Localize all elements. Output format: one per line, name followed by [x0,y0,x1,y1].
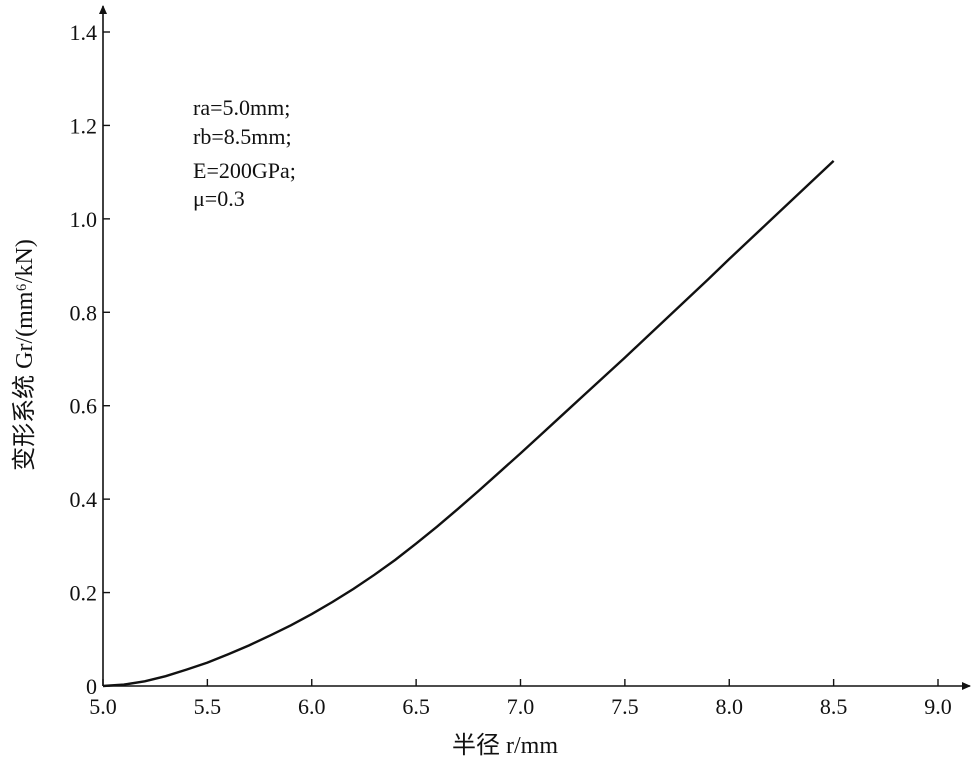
y-tick-label: 0 [86,674,97,699]
annotation-e: E=200GPa; [193,158,296,183]
y-tick-label: 0.4 [70,487,98,512]
annotation-rb: rb=8.5mm; [193,124,292,149]
x-tick-label: 6.5 [402,694,430,719]
x-tick-label: 6.0 [298,694,326,719]
x-tick-label: 8.5 [820,694,848,719]
x-axis-title: 半径 r/mm [452,732,558,759]
y-axis-title: 变形系统 Gr/(mm⁶/kN) [11,239,38,471]
y-tick-label: 0.2 [70,581,98,606]
y-tick-group: 0 0.2 0.4 0.6 0.8 1.0 1.2 1.4 [70,20,110,699]
x-tick-label: 9.0 [924,694,952,719]
annotation-mu: μ=0.3 [193,186,245,211]
parameter-annotations: ra=5.0mm; rb=8.5mm; E=200GPa; μ=0.3 [193,95,296,211]
x-tick-label: 8.0 [716,694,744,719]
x-tick-group: 5.0 5.5 6.0 6.5 7.0 7.5 8.0 8.5 9.0 [89,679,952,719]
annotation-ra: ra=5.0mm; [193,95,290,120]
y-tick-label: 1.0 [70,207,98,232]
x-tick-label: 5.5 [194,694,222,719]
x-tick-label: 5.0 [89,694,117,719]
x-tick-label: 7.5 [611,694,639,719]
y-tick-label: 1.2 [70,113,98,138]
y-tick-label: 0.8 [70,300,98,325]
series-line [102,160,835,688]
y-tick-label: 1.4 [70,20,98,45]
y-tick-label: 0.6 [70,394,98,419]
x-tick-label: 7.0 [507,694,535,719]
